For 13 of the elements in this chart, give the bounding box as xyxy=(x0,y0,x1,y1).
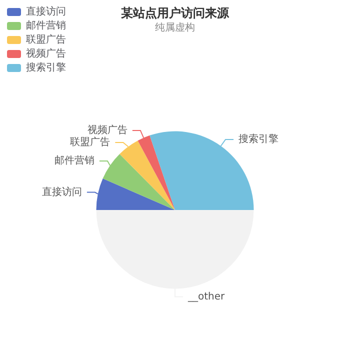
chart-title: 某站点用户访问来源 xyxy=(120,6,230,20)
slice-label: 搜索引擎 xyxy=(238,132,279,145)
legend-label: 联盟广告 xyxy=(26,34,66,46)
legend-label: 视频广告 xyxy=(26,48,66,60)
slice-label: 直接访问 xyxy=(42,186,82,198)
slice-label: 邮件营销 xyxy=(54,154,94,166)
legend-label: 邮件营销 xyxy=(26,20,66,32)
slice-label: 视频广告 xyxy=(87,124,128,136)
slice-label: __other xyxy=(187,291,226,302)
text: 纯属虚构 xyxy=(155,22,195,34)
slice-label: 联盟广告 xyxy=(70,136,110,148)
legend-label: 搜索引擎 xyxy=(26,62,66,74)
legend-label: 直接访问 xyxy=(26,6,66,18)
